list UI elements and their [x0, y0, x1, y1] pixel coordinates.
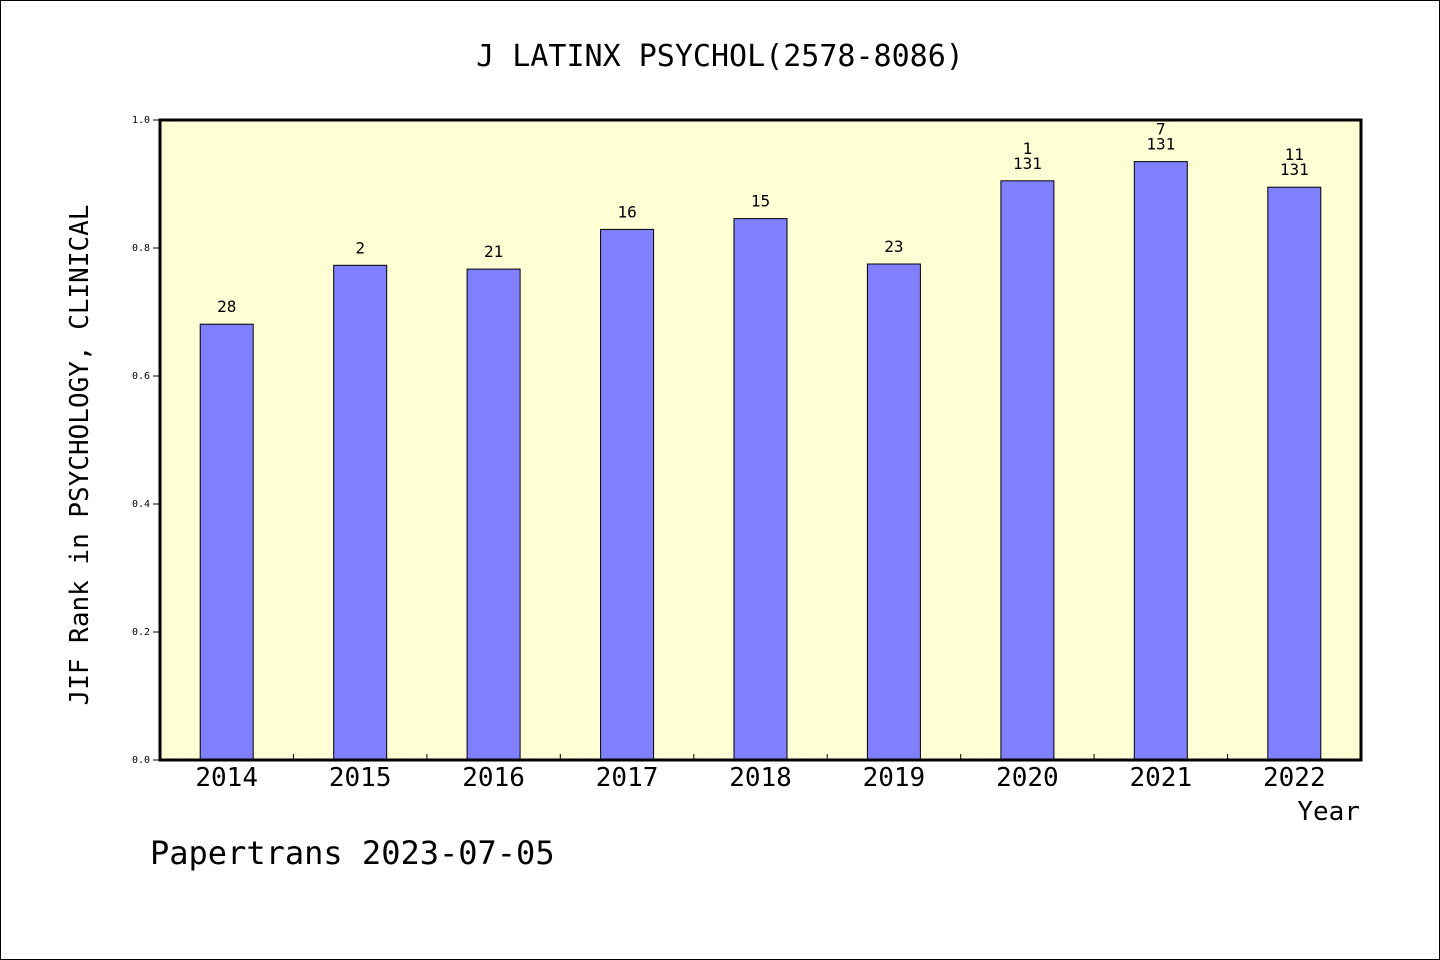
- bar-2020: [1000, 180, 1055, 761]
- y-tick-label-0.6: 0.6: [132, 371, 150, 382]
- bar-2019: [866, 263, 921, 761]
- x-tick-label-2022: 2022: [1263, 763, 1326, 793]
- y-axis: 0.0 0.2 0.4 0.6 0.8 1.0: [132, 115, 160, 766]
- bar-label-2019-0: 23: [884, 237, 903, 256]
- bar-2015: [333, 264, 388, 761]
- y-tick-label-0.4: 0.4: [132, 499, 150, 510]
- x-tick-label-2016: 2016: [462, 763, 525, 793]
- y-tick-label-0.0: 0.0: [132, 755, 150, 766]
- bar-2021: [1133, 161, 1188, 761]
- bar-label-2017-0: 16: [617, 202, 636, 221]
- bar-label-2021-0: 7: [1156, 120, 1166, 139]
- y-tick-label-1.0: 1.0: [132, 115, 150, 126]
- x-tick-label-2020: 2020: [996, 763, 1059, 793]
- x-tick-label-2018: 2018: [729, 763, 792, 793]
- x-tick-label-2017: 2017: [596, 763, 659, 793]
- x-axis: 2014 2015 2016 2017 2018 2019 2020 2021 2022: [195, 754, 1326, 793]
- x-axis-label: Year: [1297, 797, 1360, 827]
- bar-2022: [1267, 186, 1322, 761]
- x-tick-label-2019: 2019: [863, 763, 926, 793]
- bar-2014: [199, 323, 254, 761]
- bar-label-2014-0: 28: [217, 297, 236, 316]
- chart-title: J LATINX PSYCHOL(2578-8086): [476, 39, 964, 74]
- bars-group: [199, 161, 1322, 761]
- x-tick-label-2021: 2021: [1129, 763, 1192, 793]
- y-axis-label: JIF Rank in PSYCHOLOGY, CLINICAL: [65, 205, 95, 706]
- footer-credit: Papertrans 2023-07-05: [150, 834, 555, 872]
- bar-label-2020-0: 1: [1023, 139, 1033, 158]
- bar-label-2018-0: 15: [751, 192, 770, 211]
- bar-label-2015-0: 2: [355, 238, 365, 257]
- plot-border: [158, 118, 1363, 762]
- bar-label-2021-1: 131: [1146, 135, 1175, 154]
- x-tick-label-2014: 2014: [195, 763, 258, 793]
- y-tick-label-0.8: 0.8: [132, 243, 150, 254]
- bar-2018: [733, 218, 788, 761]
- bar-label-2016-0: 21: [484, 242, 503, 261]
- bar-2016: [466, 268, 521, 761]
- y-tick-label-0.2: 0.2: [132, 627, 150, 638]
- bar-label-2022-0: 11: [1285, 145, 1304, 164]
- bar-2017: [600, 228, 655, 761]
- bar-label-2022-1: 131: [1280, 160, 1309, 179]
- bar-label-2020-1: 131: [1013, 154, 1042, 173]
- x-tick-label-2015: 2015: [329, 763, 392, 793]
